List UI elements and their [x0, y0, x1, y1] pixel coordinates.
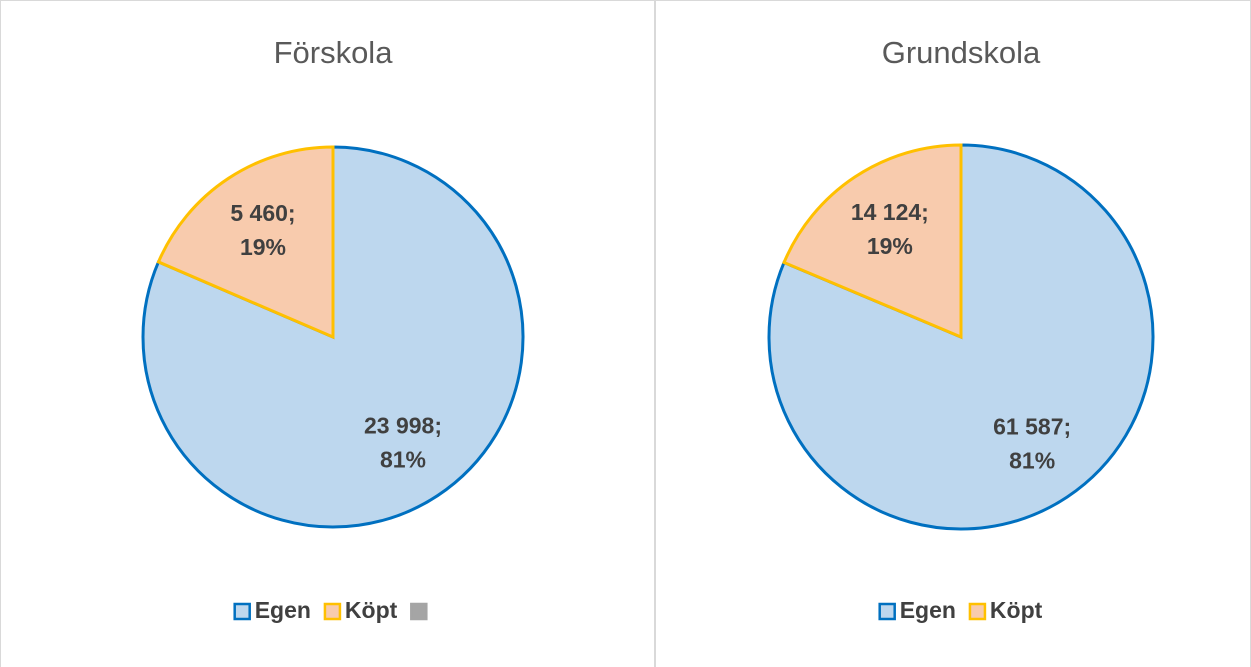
percent-label: 81% [380, 446, 426, 472]
value-label: 61 587; [993, 413, 1071, 439]
legend-label: Egen [900, 597, 956, 623]
pie-slice [156, 145, 335, 340]
percent-label: 81% [1009, 447, 1055, 473]
chart-title: Grundskola [882, 35, 1041, 70]
value-label: 14 124; [851, 199, 929, 225]
legend-marker [323, 602, 342, 621]
legend-label: Köpt [990, 597, 1043, 623]
value-label: 23 998; [364, 412, 442, 438]
legend-marker [878, 602, 896, 621]
legend-marker [410, 602, 428, 621]
pie-slice [782, 143, 963, 340]
legend-label: Köpt [345, 597, 398, 623]
legend-marker [968, 602, 987, 621]
percent-label: 19% [240, 234, 286, 260]
chart-title: Förskola [274, 35, 394, 70]
legend-label: Egen [255, 597, 311, 623]
value-label: 5 460; [230, 200, 295, 226]
legend-marker [233, 602, 251, 621]
percent-label: 19% [867, 233, 913, 259]
